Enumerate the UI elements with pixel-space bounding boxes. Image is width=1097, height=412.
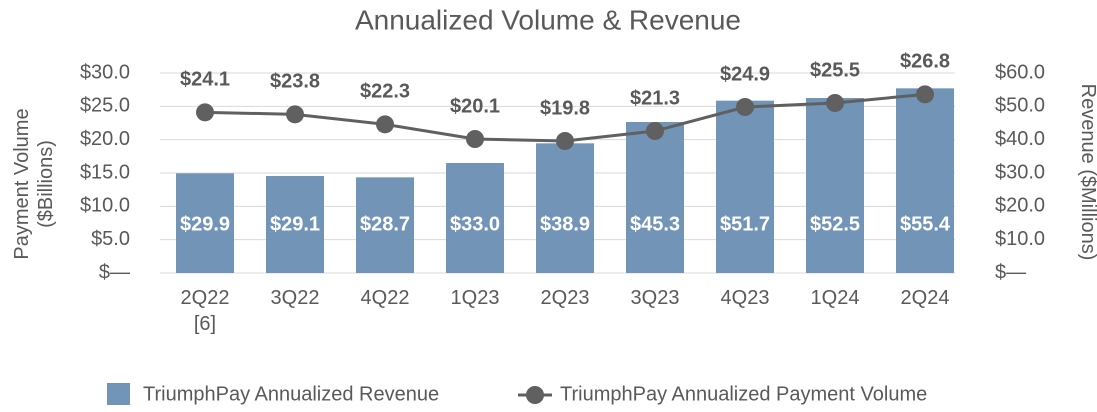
bar-value-label: $29.1 (270, 213, 320, 235)
y2-tick-label: $30.0 (995, 161, 1045, 183)
y-tick-label: $— (99, 261, 130, 283)
y-tick-label: $10.0 (80, 195, 130, 217)
chart-title: Annualized Volume & Revenue (355, 4, 741, 35)
y2-tick-label: $20.0 (995, 195, 1045, 217)
line-point (376, 115, 394, 134)
line-value-label: $24.9 (720, 63, 770, 85)
bar (806, 98, 864, 273)
bar-value-label: $51.7 (720, 213, 770, 235)
x-tick-label: 3Q22 (270, 287, 320, 309)
line-point (556, 132, 574, 150)
y2-axis-title: Revenue ($Millions) (1077, 83, 1097, 261)
bar-value-label: $55.4 (900, 213, 951, 235)
line-point (286, 105, 304, 124)
line-point (196, 103, 214, 122)
bar-value-label: $29.9 (180, 213, 230, 235)
legend-label: TriumphPay Annualized Revenue (143, 383, 439, 405)
x-tick-label: 4Q23 (720, 287, 770, 309)
bar (266, 176, 324, 273)
bar (896, 88, 954, 273)
line-value-label: $19.8 (540, 97, 590, 119)
line-value-label: $21.3 (630, 87, 680, 109)
line-point (646, 122, 664, 140)
line-point (736, 98, 754, 116)
line-value-label: $20.1 (450, 95, 500, 117)
bar (446, 163, 504, 273)
x-tick-label: 2Q24 (900, 287, 950, 309)
y2-tick-label: $60.0 (995, 61, 1045, 83)
y-axis-title: Payment Volume ($Billions) (11, 108, 57, 260)
bar (716, 100, 774, 274)
x-tick-label: 4Q22 (360, 287, 410, 309)
y-tick-label: $25.0 (80, 95, 130, 117)
x-tick-label: 1Q24 (810, 287, 860, 309)
x-tick-label: 1Q23 (450, 287, 500, 309)
bar-value-label: $52.5 (810, 213, 860, 235)
y2-tick-label: $— (995, 261, 1026, 283)
line-value-label: $26.8 (900, 51, 950, 73)
legend-swatch-marker (526, 386, 544, 404)
bar-value-label: $38.9 (540, 213, 590, 235)
x-tick-label: 2Q23 (540, 287, 590, 309)
line-point (916, 85, 934, 104)
y2-tick-label: $10.0 (995, 228, 1045, 250)
x-tick-label: 3Q23 (630, 287, 680, 309)
y-tick-label: $30.0 (80, 61, 130, 83)
line-point (466, 130, 484, 148)
bar (176, 173, 234, 273)
x-tick-label: 2Q22 [6] (180, 287, 230, 335)
bar-value-label: $33.0 (450, 213, 500, 235)
line-value-label: $24.1 (180, 69, 230, 91)
bar (356, 177, 414, 273)
bar-value-label: $28.7 (360, 213, 410, 235)
line-value-label: $22.3 (360, 81, 410, 103)
y-tick-label: $15.0 (80, 161, 130, 183)
legend-label: TriumphPay Annualized Payment Volume (560, 383, 927, 405)
bar (626, 122, 684, 273)
line-value-label: $23.8 (270, 71, 320, 93)
y-tick-label: $20.0 (80, 128, 130, 150)
line-point (826, 94, 844, 112)
y2-tick-label: $50.0 (995, 95, 1045, 117)
y-tick-label: $5.0 (91, 228, 130, 250)
line-value-label: $25.5 (810, 59, 860, 81)
legend-swatch (107, 383, 130, 405)
y2-tick-label: $40.0 (995, 128, 1045, 150)
bar (536, 143, 594, 273)
bar-value-label: $45.3 (630, 213, 680, 235)
